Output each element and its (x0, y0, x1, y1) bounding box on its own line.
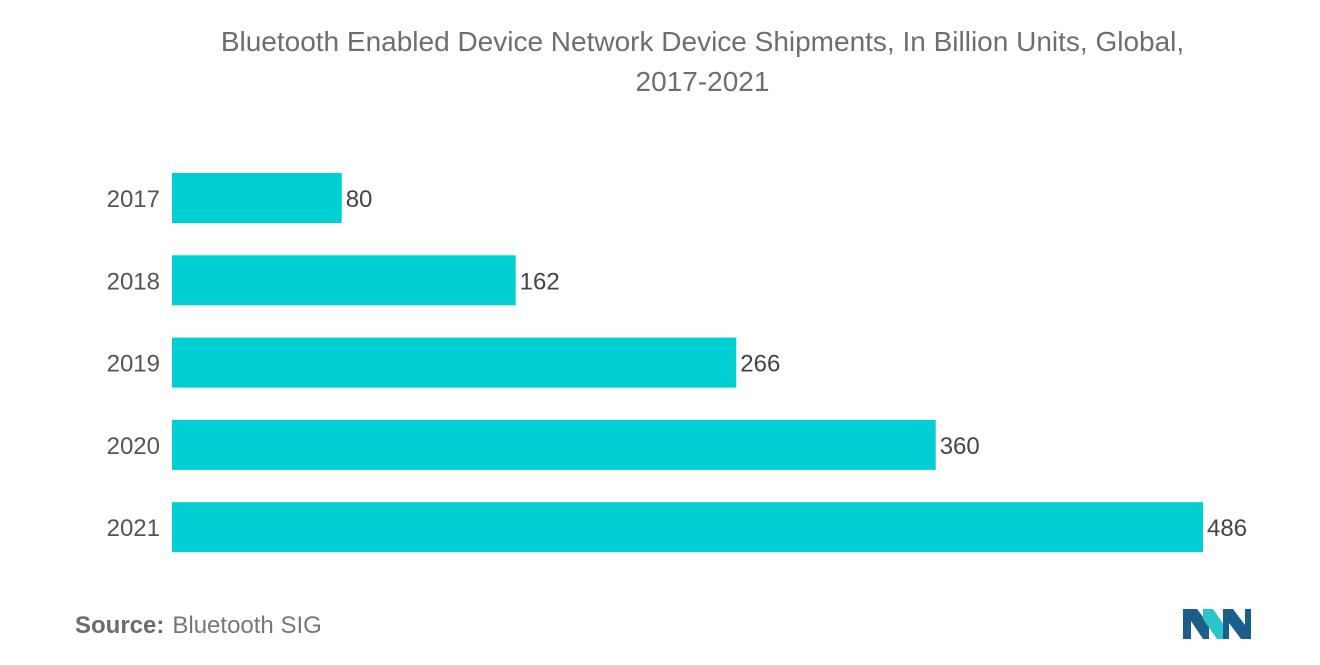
logo-left-shape (1183, 609, 1209, 639)
bar-2020 (172, 419, 936, 470)
chart-title: Bluetooth Enabled Device Network Device … (60, 22, 1320, 102)
y-tick-label-2020: 2020 (107, 433, 160, 460)
logo-right-shape (1223, 609, 1251, 639)
data-label-2017: 80 (346, 186, 373, 213)
mordor-intelligence-logo-icon (1183, 609, 1251, 639)
chart-subtitle: 2017-2021 (635, 66, 770, 97)
data-label-2020: 360 (940, 433, 980, 460)
y-tick-label-2018: 2018 (107, 268, 160, 295)
logo-mid-shape (1203, 609, 1227, 639)
data-label-2021: 486 (1207, 515, 1247, 542)
source-value: Bluetooth SIG (172, 612, 322, 639)
source-label: Source: (75, 612, 165, 639)
bar-2021 (172, 502, 1203, 553)
data-label-2018: 162 (520, 268, 560, 295)
bar-2019 (172, 337, 737, 388)
y-tick-label-2019: 2019 (107, 351, 160, 378)
data-label-2019: 266 (740, 351, 780, 378)
chart-title-line1: Bluetooth Enabled Device Network Device … (220, 26, 1185, 57)
y-tick-label-2021: 2021 (107, 515, 160, 542)
bar-chart: 2017 80 2018 162 2019 266 2020 360 2021 486 (107, 173, 1247, 553)
source-note: Source: Bluetooth SIG (75, 612, 322, 640)
bar-2018 (172, 255, 516, 306)
bar-2017 (172, 173, 342, 223)
y-tick-label-2017: 2017 (107, 186, 160, 213)
